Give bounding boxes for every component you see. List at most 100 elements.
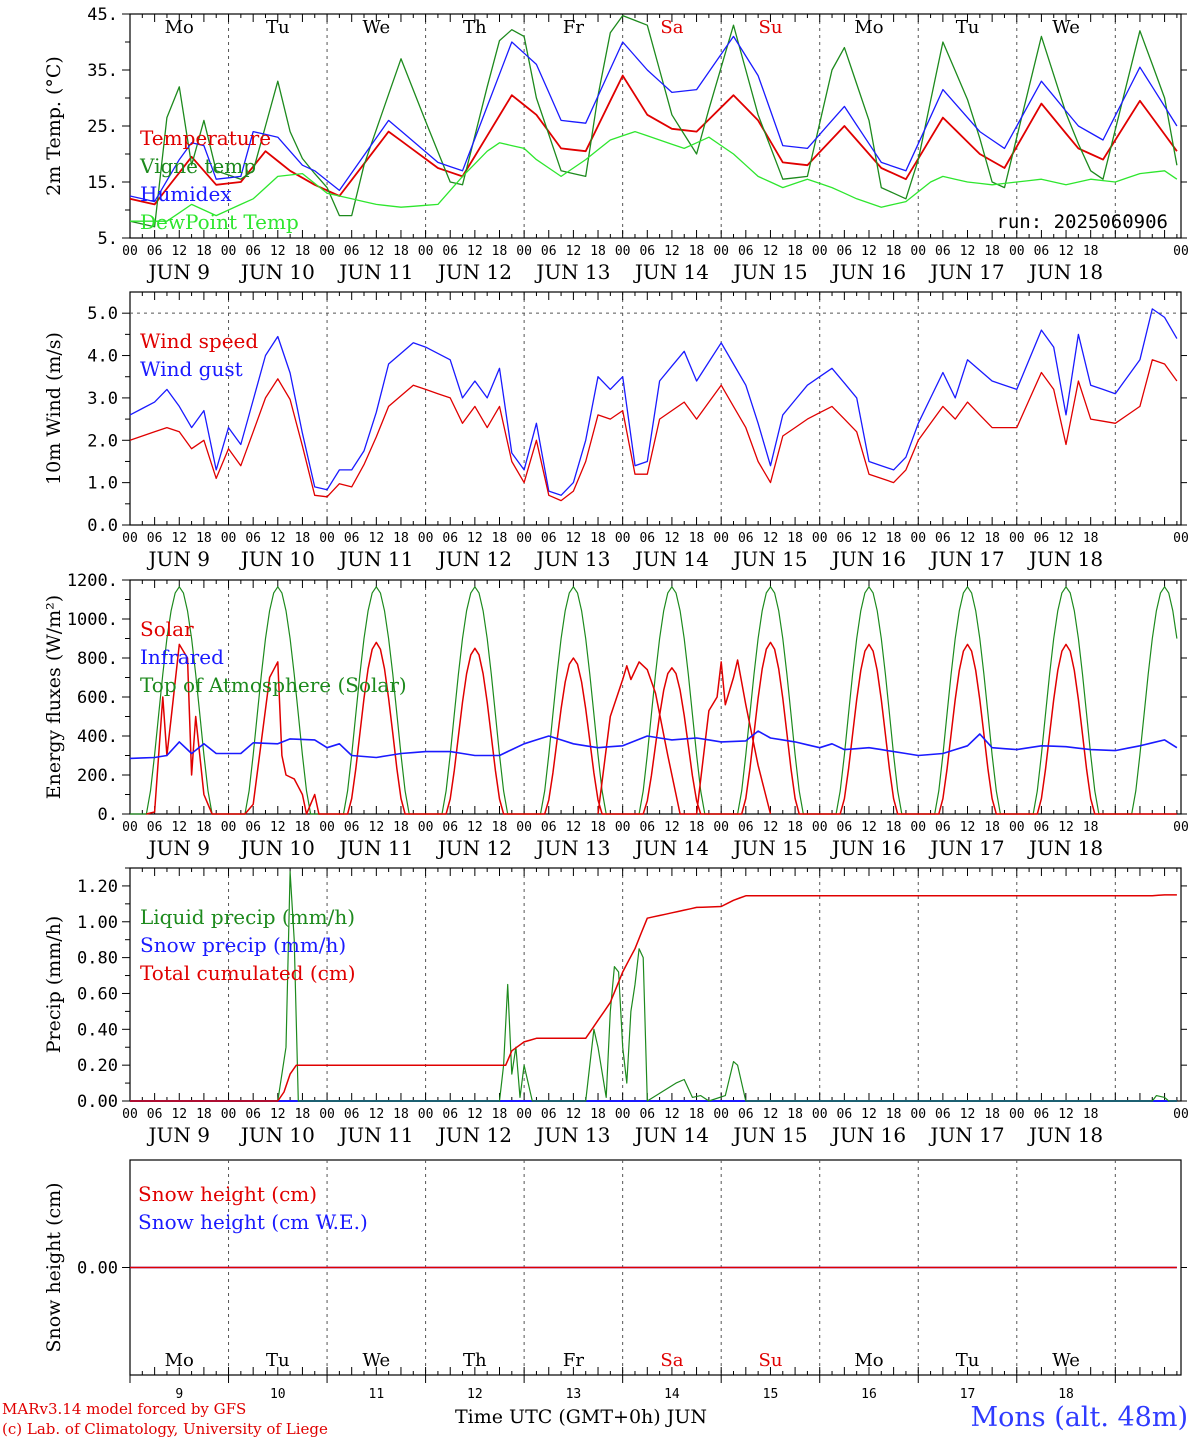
hour-tick-label: 06 [639,820,655,835]
hour-tick-label: 18 [1083,1107,1099,1122]
hour-tick-label: 12 [467,1107,483,1122]
hour-tick-label: 06 [442,1107,458,1122]
hour-tick-label: 06 [147,820,163,835]
day-number-label: 12 [467,1387,483,1402]
hour-tick-label: 06 [245,531,261,546]
hour-tick-label: 06 [344,531,360,546]
hour-tick-label: 06 [639,1107,655,1122]
series-vigne-temp [130,14,1178,228]
y-tick-label: 1.00 [77,913,118,933]
hour-tick-label: 06 [442,820,458,835]
hour-tick-label: 06 [245,820,261,835]
hour-tick-label: 12 [467,531,483,546]
weekday-label: Tu [266,17,290,38]
hour-tick-label: 06 [541,244,557,259]
series-solar [146,641,1177,815]
hour-tick-label: 18 [1083,531,1099,546]
weekday-label: Sa [660,1350,683,1371]
y-tick-label: 35. [87,61,118,81]
hour-tick-label: 06 [147,244,163,259]
y-tick-label: 2.0 [87,431,118,451]
legend-entry: Top of Atmosphere (Solar) [140,673,407,697]
hour-tick-label: 00 [221,1107,237,1122]
hour-tick-label: 12 [861,244,877,259]
day-number-label: 14 [664,1387,680,1402]
hour-tick-label: 18 [492,820,508,835]
legend-entry: Total cumulated (cm) [140,961,356,985]
hour-tick-label: 00 [1173,244,1189,259]
hour-tick-label: 18 [689,1107,705,1122]
hour-tick-label: 12 [861,820,877,835]
hour-tick-label: 18 [984,1107,1000,1122]
day-number-label: 17 [960,1387,976,1402]
hour-tick-label: 06 [935,531,951,546]
y-tick-label: 0.40 [77,1020,118,1040]
hour-tick-label: 12 [566,531,582,546]
hour-tick-label: 00 [319,1107,335,1122]
hour-tick-label: 00 [319,244,335,259]
hour-tick-label: 18 [196,820,212,835]
date-label: JUN 14 [633,260,709,284]
hour-tick-label: 18 [689,820,705,835]
date-label: JUN 9 [147,260,210,284]
weekday-label: Mo [165,17,194,38]
y-tick-label: 200. [77,766,118,786]
date-label: JUN 17 [928,260,1004,284]
panel-wind: 0.0 1.0 2.0 3.0 4.0 5.0 10m Wind (m/s) Wind spe… [43,291,1187,536]
hour-tick-label: 00 [615,1107,631,1122]
hour-tick-label: 06 [837,531,853,546]
y-tick-label: 3.0 [87,389,118,409]
hour-tick-label: 18 [393,1107,409,1122]
date-label: JUN 10 [239,547,315,571]
hour-tick-label: 06 [147,531,163,546]
hour-tick-label: 00 [221,244,237,259]
hour-tick-label: 12 [566,820,582,835]
date-label: JUN 17 [928,1123,1004,1147]
hour-tick-label: 18 [295,1107,311,1122]
date-label: JUN 9 [147,836,210,860]
hour-tick-label: 00 [122,1107,138,1122]
date-label: JUN 13 [534,836,610,860]
date-label: JUN 10 [239,1123,315,1147]
hour-tick-label: 12 [763,244,779,259]
panel-precip: 0.00 0.20 0.40 0.60 0.80 1.00 1.20 Precip (mm/h… [43,867,1187,1112]
hour-tick-label: 00 [516,531,532,546]
date-label: JUN 14 [633,547,709,571]
y-axis-label: 10m Wind (m/s) [43,332,65,485]
hour-tick-label: 12 [664,820,680,835]
hour-tick-label: 00 [812,820,828,835]
hour-tick-label: 00 [516,1107,532,1122]
hour-tick-label: 12 [270,244,286,259]
hour-tick-label: 12 [171,820,187,835]
hour-tick-label: 18 [984,244,1000,259]
hour-tick-label: 00 [1009,820,1025,835]
hour-tick-label: 06 [245,244,261,259]
hour-tick-label: 18 [393,820,409,835]
panel-snow: 0.00 Snow height (cm) Snow height (cm) Snow… [43,1159,1187,1402]
hour-tick-label: 12 [171,244,187,259]
hour-tick-label: 12 [1058,1107,1074,1122]
hour-tick-label: 00 [122,531,138,546]
hour-tick-label: 18 [393,244,409,259]
date-label: JUN 14 [633,836,709,860]
run-annotation: run: 2025060906 [996,211,1168,233]
hour-tick-label: 12 [171,1107,187,1122]
series-liquid-precip [130,871,1177,1102]
date-label: JUN 11 [337,260,413,284]
hour-tick-label: 18 [886,1107,902,1122]
hour-tick-label: 00 [1009,244,1025,259]
hour-tick-label: 00 [713,244,729,259]
y-axis-label: 2m Temp. (°C) [43,56,65,196]
hour-tick-label: 00 [418,1107,434,1122]
hour-tick-label: 06 [147,1107,163,1122]
hour-tick-label: 00 [713,820,729,835]
hour-tick-label: 12 [763,820,779,835]
hour-tick-label: 00 [516,820,532,835]
series-total-cumulated [130,894,1177,1102]
weekday-label: Th [463,17,487,38]
hour-tick-label: 12 [763,531,779,546]
hour-tick-label: 06 [837,820,853,835]
weekday-label: Mo [165,1350,194,1371]
hour-tick-label: 18 [590,531,606,546]
